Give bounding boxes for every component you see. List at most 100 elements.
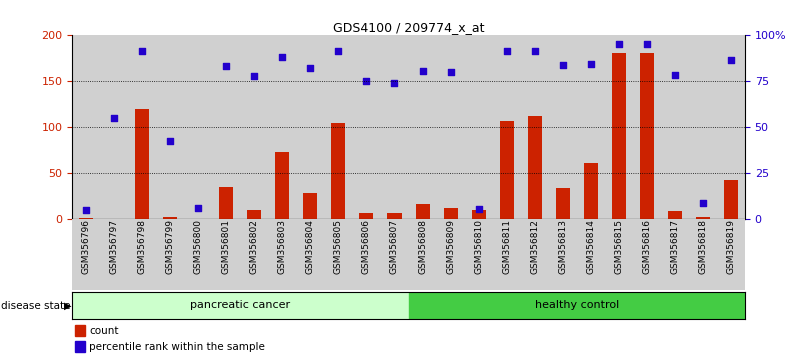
Bar [296,219,324,290]
Bar [191,218,205,219]
Bar [212,35,240,219]
Bar [633,219,661,290]
Text: GSM356804: GSM356804 [306,219,315,274]
Bar [240,219,268,290]
Text: healthy control: healthy control [534,300,619,310]
Text: GSM356803: GSM356803 [278,219,287,274]
Bar [472,210,485,219]
Bar [324,219,352,290]
Text: GSM356814: GSM356814 [586,219,595,274]
Bar [549,219,577,290]
Bar [72,292,409,319]
Bar [268,219,296,290]
Text: GSM356796: GSM356796 [82,219,91,274]
Text: pancreatic cancer: pancreatic cancer [191,300,291,310]
Bar [696,217,710,219]
Bar [465,35,493,219]
Text: GSM356800: GSM356800 [194,219,203,274]
Point [668,72,681,78]
Text: GSM356806: GSM356806 [362,219,371,274]
Text: GSM356817: GSM356817 [670,219,679,274]
Point [332,48,345,54]
Bar [72,35,100,219]
Bar [296,35,324,219]
Bar [304,193,317,219]
Bar [79,218,93,219]
Text: GSM356799: GSM356799 [166,219,175,274]
Bar [332,123,345,219]
Bar [276,152,289,219]
Bar [528,116,541,219]
Point [219,63,233,69]
Bar [409,35,437,219]
Text: GSM356797: GSM356797 [110,219,119,274]
Text: GSM356798: GSM356798 [138,219,147,274]
Point [473,206,485,212]
Bar [128,35,156,219]
Bar [633,35,661,219]
Bar [388,213,401,219]
Point [304,65,317,70]
Text: GSM356819: GSM356819 [727,219,735,274]
Point [136,48,149,54]
Point [360,79,373,84]
Bar [380,35,409,219]
Bar [612,53,626,219]
Bar [500,121,513,219]
Bar [240,35,268,219]
Text: GSM356808: GSM356808 [418,219,427,274]
Text: count: count [89,326,119,336]
Bar [75,325,85,336]
Text: GSM356802: GSM356802 [250,219,259,274]
Point [80,207,92,213]
Text: GSM356807: GSM356807 [390,219,399,274]
Bar [248,210,261,219]
Text: disease state: disease state [1,301,70,311]
Point [584,61,597,67]
Bar [605,219,633,290]
Bar [661,219,689,290]
Bar [521,219,549,290]
Bar [661,35,689,219]
Bar [724,180,738,219]
Bar [212,219,240,290]
Bar [380,219,409,290]
Point [500,48,513,54]
Text: GSM356815: GSM356815 [614,219,623,274]
Point [724,57,737,63]
Point [107,115,120,121]
Point [696,200,710,206]
Text: GSM356810: GSM356810 [474,219,483,274]
Bar [416,204,429,219]
Point [164,138,177,144]
Text: GSM356809: GSM356809 [446,219,455,274]
Point [417,68,429,74]
Text: percentile rank within the sample: percentile rank within the sample [89,342,265,352]
Point [444,69,457,75]
Bar [352,35,380,219]
Point [248,73,261,79]
Point [556,62,569,68]
Point [612,41,625,46]
Bar [577,35,605,219]
Text: GSM356801: GSM356801 [222,219,231,274]
Bar [493,35,521,219]
Bar [409,219,437,290]
Bar [135,109,149,219]
Text: ▶: ▶ [64,301,71,311]
Bar [75,341,85,353]
Bar [689,219,717,290]
Bar [107,218,121,219]
Bar [668,211,682,219]
Point [641,41,654,46]
Bar [100,35,128,219]
Text: GSM356812: GSM356812 [530,219,539,274]
Bar [556,188,570,219]
Bar [156,35,184,219]
Bar [465,219,493,290]
Bar [549,35,577,219]
Bar [184,219,212,290]
Bar [72,219,100,290]
Bar [156,219,184,290]
Bar [605,35,633,219]
